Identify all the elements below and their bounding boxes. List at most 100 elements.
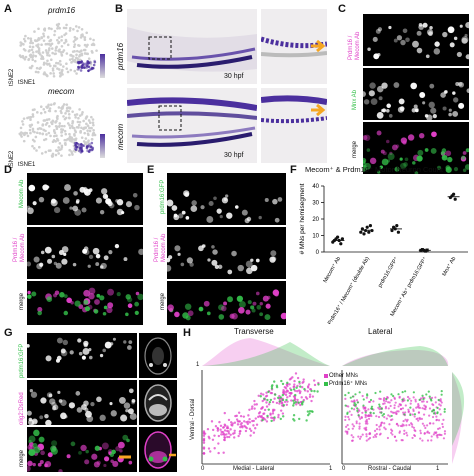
panel-d-row3-image	[27, 281, 143, 325]
panel-g-row3-label: merge	[19, 449, 25, 467]
panel-g-row2-image	[27, 380, 137, 425]
data-point	[340, 237, 344, 241]
data-point	[396, 230, 400, 234]
y-tick-label: 40	[312, 184, 319, 190]
prdm16-insitu-zoom	[261, 9, 327, 84]
data-point	[368, 224, 372, 228]
y-tick-label: 20	[312, 217, 319, 223]
panel-c-row1-label-b: Mecom Ab	[355, 31, 361, 60]
density-transverse-other	[202, 338, 330, 366]
panel-h-sub1-title: Transverse	[234, 327, 274, 336]
mn-position-scatter	[201, 338, 465, 465]
panel-d-row1-image	[27, 173, 143, 225]
y-axis-label: # MNs per hemisegment	[299, 183, 306, 254]
panel-h-tick-1-x: 1	[329, 466, 333, 472]
panel-g-row2-section	[139, 380, 177, 425]
density-right-prdm	[452, 372, 465, 446]
mecom-insitu-image	[127, 88, 257, 163]
panel-e-letter: E	[147, 164, 155, 176]
panel-e-row1-label: prdm16:GFP	[160, 179, 166, 214]
panel-e-row2-label-a: Prdm16 /	[154, 237, 160, 262]
y-tick-label: 30	[312, 201, 319, 207]
legend-other-label: Other MNs	[329, 373, 359, 379]
legend-prdm-label: Prdm16⁺ MNs	[329, 381, 368, 387]
panel-a-axis1-top: tSNE2	[9, 68, 15, 86]
panel-b-row1-hpf: 30 hpf	[224, 73, 244, 80]
panel-c-row3-label: merge	[352, 140, 358, 158]
panel-e-row1-image	[167, 173, 286, 225]
x-tick-label: Mnx⁺ Ab	[441, 256, 458, 278]
panel-h-tick-1-x2: 1	[436, 466, 440, 472]
legend-prdm-swatch	[324, 382, 328, 386]
panel-c-row1-image	[363, 14, 469, 66]
data-point	[390, 228, 394, 233]
y-tick-label: 0	[316, 250, 320, 256]
panel-f-title: Mecom⁺ & Prdm16⁺ Motor Neuron Count	[305, 165, 443, 174]
data-point	[420, 248, 424, 252]
y-tick-label: 10	[312, 234, 319, 240]
panel-d-row2-label-b: Mecom Ab	[20, 233, 26, 262]
panel-b-row1-label: prdm16	[116, 42, 125, 70]
panel-b-row2-label: mecom	[116, 123, 125, 150]
panel-h-x1-label: Medial - Lateral	[233, 466, 275, 472]
panel-e-row2-image	[167, 227, 286, 279]
data-point	[359, 230, 363, 234]
x-tick-label: Mecom⁺ Ab	[322, 256, 343, 285]
panel-h-tick-0-x2: 0	[342, 466, 346, 472]
panel-a-axis2-bottom: tSNE1	[18, 162, 36, 168]
tsne-prdm16-plot	[18, 22, 105, 78]
data-point	[395, 224, 399, 228]
density-lateral-other	[342, 350, 449, 366]
panel-g-row1-section	[139, 333, 177, 378]
panel-g-row2-label: olig2:DsRed	[19, 392, 25, 425]
panel-g-row3-section	[139, 427, 177, 472]
data-point	[336, 235, 340, 239]
panel-d-row1-label: Mecom Ab	[19, 179, 25, 208]
panel-h-y-label: Ventral - Dorsal	[190, 398, 196, 440]
x-tick-label: prdm16:GFP⁺	[376, 255, 399, 288]
data-point	[360, 227, 364, 231]
density-transverse-prdm	[202, 342, 330, 366]
panel-h-tick-0-x: 0	[201, 466, 205, 472]
mecom-insitu-zoom	[261, 88, 327, 163]
panel-c-row3-image	[363, 122, 469, 174]
panel-e-row3-image	[167, 281, 286, 325]
panel-g-row1-label: prdm16:GFP	[19, 343, 25, 378]
data-point	[424, 249, 428, 253]
data-point	[452, 192, 456, 196]
panel-f-letter: F	[290, 164, 297, 176]
panel-d-row2-label-a: Prdm16 /	[13, 237, 19, 262]
panel-d-row3-label: merge	[19, 292, 25, 310]
density-lateral-prdm	[342, 346, 448, 366]
data-point	[453, 197, 457, 201]
panel-c-row2-label: Mnx Ab	[352, 89, 358, 110]
legend-other-swatch	[324, 374, 328, 378]
panel-h-sub2-title: Lateral	[368, 327, 393, 336]
panel-c-letter: C	[338, 3, 346, 15]
panel-h-x2-label: Rostral - Caudal	[368, 466, 412, 472]
tsne-mecom-plot	[18, 102, 105, 158]
panel-c-row2-image	[363, 68, 469, 120]
panel-e-row3-label: merge	[160, 292, 166, 310]
panel-g-row3-image	[27, 427, 137, 472]
panel-g-letter: G	[4, 327, 13, 339]
panel-b-letter: B	[115, 3, 123, 15]
data-point	[365, 225, 369, 229]
prdm16-insitu-image	[127, 9, 257, 84]
panel-d-row2-image	[27, 227, 143, 279]
panel-a-top-title: prdm16	[48, 6, 76, 15]
density-right-other	[452, 372, 462, 464]
panel-h-tick-1-y: 1	[196, 362, 200, 368]
data-point	[339, 242, 343, 246]
panel-h-letter: H	[183, 327, 191, 339]
panel-g-row1-image	[27, 333, 137, 378]
data-point	[367, 230, 371, 234]
panel-d-letter: D	[4, 164, 12, 176]
panel-a-axis2-top: tSNE1	[18, 80, 36, 86]
panel-b-row2-hpf: 30 hpf	[224, 152, 244, 159]
panel-c-row1-label-a: Prdm16 /	[348, 35, 354, 60]
panel-a-bottom-title: mecom	[48, 87, 75, 96]
data-point	[362, 232, 366, 236]
panel-a-letter: A	[4, 3, 12, 15]
